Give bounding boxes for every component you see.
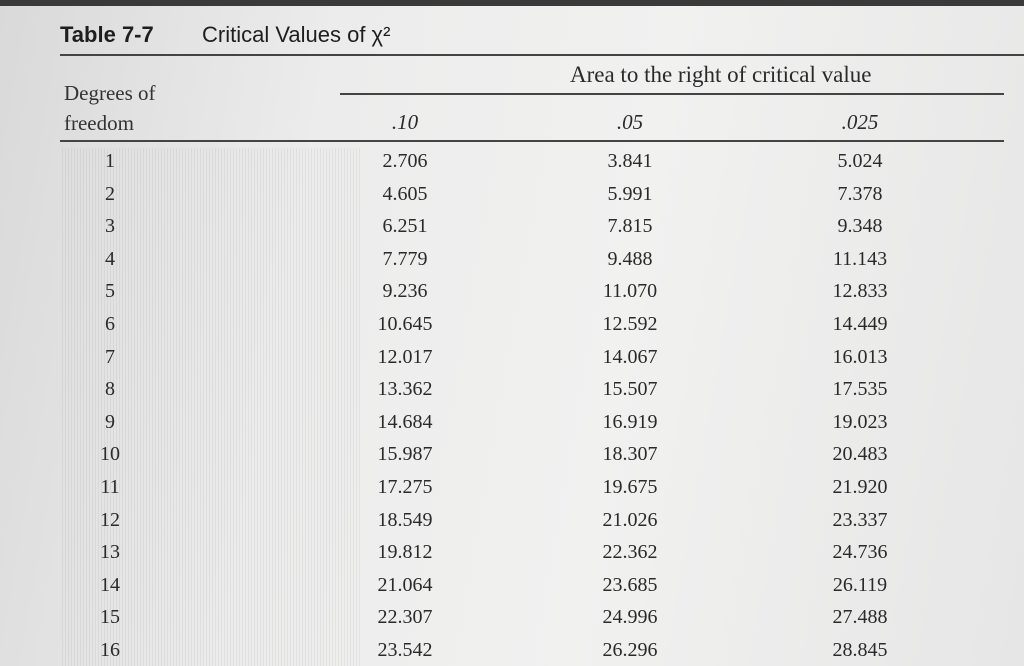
df-cell: 6	[105, 313, 115, 335]
value-cell: 16.013	[832, 345, 888, 368]
column-header: .025	[841, 110, 879, 134]
area-header: Area to the right of critical value	[570, 62, 872, 87]
value-cell: 28.845	[832, 639, 888, 661]
df-cell: 8	[105, 378, 115, 401]
value-cell: 20.483	[832, 443, 888, 466]
value-cell: 24.996	[602, 606, 658, 629]
df-cell: 13	[100, 541, 120, 564]
value-cell: 12.833	[832, 280, 888, 303]
value-cell: 22.362	[602, 541, 658, 564]
value-cell: 7.378	[837, 182, 883, 205]
value-cell: 23.337	[832, 508, 888, 531]
value-cell: 21.920	[832, 476, 888, 498]
value-cell: 10.645	[377, 313, 433, 335]
value-cell: 14.684	[377, 410, 433, 433]
value-cell: 12.017	[377, 345, 433, 368]
value-cell: 18.549	[377, 508, 433, 531]
value-cell: 16.919	[602, 410, 658, 433]
value-cell: 15.987	[377, 443, 433, 466]
value-cell: 3.841	[607, 150, 653, 172]
value-cell: 7.815	[607, 215, 653, 238]
df-cell: 10	[100, 443, 120, 466]
value-cell: 4.605	[382, 182, 428, 205]
value-cell: 26.296	[602, 639, 658, 661]
value-cell: 13.362	[377, 378, 433, 401]
df-cell: 5	[105, 280, 115, 303]
value-cell: 5.991	[607, 182, 653, 205]
column-header: .10	[391, 110, 419, 134]
df-cell: 4	[105, 247, 115, 270]
value-cell: 5.024	[837, 150, 883, 172]
df-cell: 2	[105, 182, 115, 205]
value-cell: 17.275	[377, 476, 433, 498]
df-cell: 16	[100, 639, 120, 661]
value-cell: 11.070	[602, 280, 658, 303]
value-cell: 12.592	[602, 313, 658, 335]
value-cell: 27.488	[832, 606, 888, 629]
df-cell: 15	[100, 606, 120, 629]
df-cell: 14	[100, 573, 120, 596]
value-cell: 19.023	[832, 410, 888, 433]
value-cell: 21.064	[377, 573, 433, 596]
df-header: Degrees of freedom	[64, 81, 156, 135]
df-cell: 11	[100, 476, 120, 498]
value-cell: 11.143	[832, 247, 888, 270]
value-cell: 9.236	[382, 280, 428, 303]
df-cell: 3	[105, 215, 115, 238]
df-cell: 1	[105, 150, 115, 172]
table-title: Critical Values of χ²	[202, 22, 391, 47]
value-cell: 15.507	[602, 378, 658, 401]
table-label: Table 7-7	[60, 22, 154, 47]
value-cell: 18.307	[602, 443, 658, 466]
value-cell: 9.348	[837, 215, 883, 238]
df-cell: 12	[100, 508, 120, 531]
value-cell: 19.812	[377, 541, 433, 564]
value-cell: 9.488	[607, 247, 653, 270]
column-header: .05	[616, 110, 644, 134]
value-cell: 6.251	[382, 215, 428, 238]
df-cell: 9	[105, 410, 115, 433]
value-cell: 2.706	[382, 150, 428, 172]
value-cell: 23.685	[602, 573, 658, 596]
value-cell: 23.542	[377, 639, 433, 661]
value-cell: 14.449	[832, 313, 888, 335]
value-cell: 26.119	[832, 573, 888, 596]
value-cell: 17.535	[832, 378, 888, 401]
value-cell: 24.736	[832, 541, 888, 564]
value-cell: 21.026	[602, 508, 658, 531]
value-cell: 7.779	[382, 247, 428, 270]
value-cell: 19.675	[602, 476, 658, 498]
value-cell: 14.067	[602, 345, 658, 368]
value-cell: 22.307	[377, 606, 433, 629]
df-cell: 7	[105, 345, 115, 368]
